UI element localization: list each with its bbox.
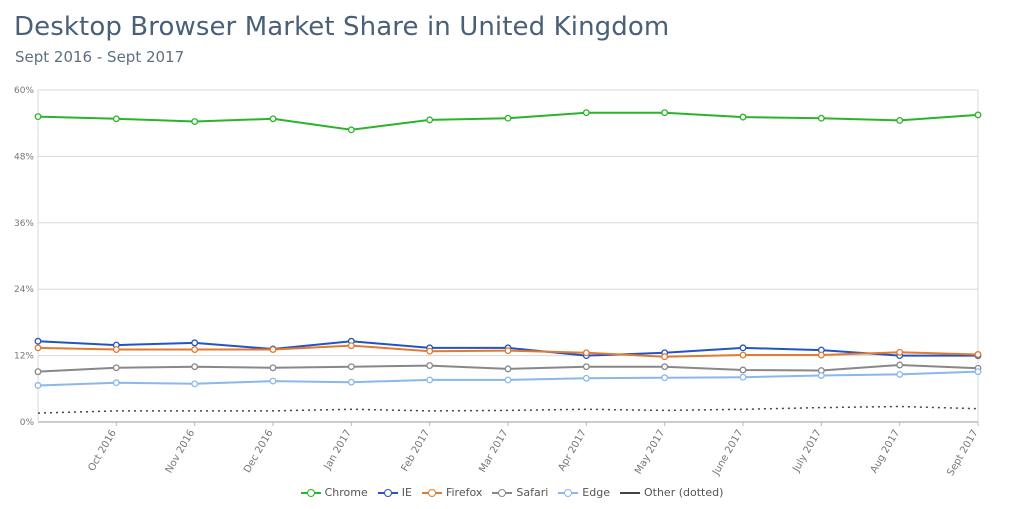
data-point-ie <box>739 344 747 352</box>
series-line-other <box>37 405 979 414</box>
data-point-safari <box>739 366 747 374</box>
data-point-safari <box>426 362 434 370</box>
data-point-edge <box>896 370 904 378</box>
data-point-firefox <box>426 347 434 355</box>
data-point-edge <box>347 378 355 386</box>
y-tick-label: 48% <box>14 152 34 162</box>
data-point-chrome <box>739 113 747 121</box>
x-tick-label: Dec 2016 <box>242 428 276 475</box>
legend-swatch <box>558 488 579 498</box>
data-point-chrome <box>347 126 355 134</box>
data-point-firefox <box>817 351 825 359</box>
data-point-firefox <box>582 349 590 357</box>
data-point-ie <box>34 337 42 345</box>
data-point-chrome <box>112 115 120 123</box>
data-point-edge <box>974 368 982 376</box>
data-point-chrome <box>817 114 825 122</box>
legend-item-chrome[interactable]: Chrome <box>300 486 368 499</box>
data-point-firefox <box>347 342 355 350</box>
data-point-edge <box>661 374 669 382</box>
data-point-firefox <box>269 346 277 353</box>
legend-item-other[interactable]: Other (dotted) <box>619 486 724 499</box>
data-point-safari <box>34 368 42 376</box>
data-point-safari <box>191 363 199 371</box>
x-tick-label: July 2017 <box>791 428 824 475</box>
data-point-safari <box>347 363 355 371</box>
legend-label: Other (dotted) <box>643 486 724 499</box>
data-point-firefox <box>112 346 120 353</box>
data-point-ie <box>191 339 199 347</box>
data-point-chrome <box>34 113 42 121</box>
data-point-edge <box>34 382 42 389</box>
x-tick-label: June 2017 <box>710 428 745 478</box>
data-point-chrome <box>504 114 512 122</box>
data-point-chrome <box>582 109 590 117</box>
data-point-safari <box>582 363 590 371</box>
legend-label: Edge <box>582 486 610 499</box>
data-point-safari <box>504 365 512 373</box>
data-point-chrome <box>896 116 904 124</box>
data-point-firefox <box>896 348 904 356</box>
data-point-firefox <box>191 346 199 353</box>
data-point-edge <box>739 373 747 381</box>
x-tick-label: Oct 2016 <box>86 428 118 473</box>
data-point-chrome <box>974 111 982 119</box>
legend-label: IE <box>401 486 412 499</box>
data-point-edge <box>269 377 277 385</box>
data-point-chrome <box>191 118 199 125</box>
legend-label: Chrome <box>324 486 368 499</box>
data-point-chrome <box>269 115 277 123</box>
legend-item-safari[interactable]: Safari <box>492 486 548 499</box>
data-point-safari <box>661 363 669 371</box>
x-tick-label: Feb 2017 <box>400 428 433 474</box>
y-tick-label: 24% <box>14 285 34 295</box>
y-tick-label: 0% <box>20 418 35 428</box>
data-point-safari <box>269 364 277 372</box>
chart-legend: Chrome IE Firefox Safari Edge Other (dotted) <box>0 486 1024 501</box>
x-tick-label: Jan 2017 <box>322 428 354 473</box>
data-point-edge <box>191 380 199 388</box>
data-point-edge <box>504 376 512 384</box>
x-tick-label: Mar 2017 <box>477 428 510 475</box>
data-point-firefox <box>504 347 512 355</box>
data-point-edge <box>582 374 590 382</box>
data-point-safari <box>112 364 120 372</box>
y-tick-label: 60% <box>14 86 34 96</box>
data-point-safari <box>896 361 904 369</box>
line-chart: 0% 12% 24% 36% 48% 60% Oct 2016 Nov 2016 Dec 201… <box>14 86 982 478</box>
x-tick-label: Apr 2017 <box>556 428 588 473</box>
legend-item-firefox[interactable]: Firefox <box>421 486 483 499</box>
data-point-firefox <box>34 344 42 352</box>
y-tick-label: 12% <box>14 352 34 362</box>
y-tick-label: 36% <box>14 219 34 229</box>
data-point-firefox <box>974 351 982 358</box>
data-point-chrome <box>661 109 669 117</box>
data-point-edge <box>426 376 434 384</box>
legend-swatch <box>300 488 321 498</box>
data-point-chrome <box>426 116 434 124</box>
legend-label: Firefox <box>445 486 483 499</box>
data-point-firefox <box>739 351 747 359</box>
x-tick-label: Aug 2017 <box>869 428 903 475</box>
x-tick-label: May 2017 <box>633 428 667 476</box>
legend-swatch <box>421 488 442 498</box>
chart-subtitle: Sept 2016 - Sept 2017 <box>15 48 185 66</box>
data-point-edge <box>112 379 120 387</box>
chart-title: Desktop Browser Market Share in United K… <box>14 12 670 42</box>
data-point-edge <box>817 372 825 379</box>
legend-swatch <box>619 488 640 498</box>
data-point-firefox <box>661 353 669 361</box>
legend-swatch <box>492 488 513 498</box>
legend-item-edge[interactable]: Edge <box>558 486 610 499</box>
legend-item-ie[interactable]: IE <box>377 486 412 499</box>
legend-label: Safari <box>516 486 549 499</box>
legend-swatch <box>377 488 398 498</box>
x-tick-label: Sept 2017 <box>945 428 980 478</box>
x-tick-label: Nov 2016 <box>164 428 198 475</box>
